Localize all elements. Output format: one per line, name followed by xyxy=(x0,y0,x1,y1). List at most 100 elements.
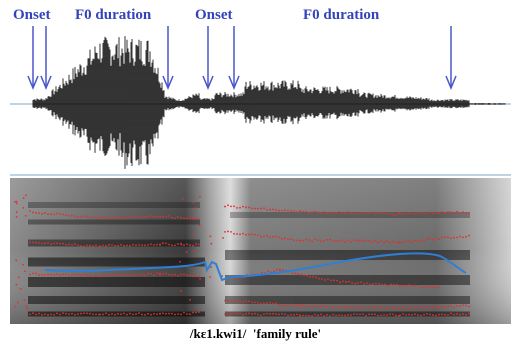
formant-point xyxy=(296,211,298,213)
formant-point xyxy=(386,307,388,310)
formant-point xyxy=(53,213,55,216)
formant-point xyxy=(450,237,452,240)
formant-point xyxy=(462,304,464,307)
formant-point xyxy=(50,243,52,246)
formant-point xyxy=(254,312,256,315)
formant-point xyxy=(408,313,410,316)
formant-point xyxy=(395,307,397,310)
formant-point xyxy=(348,280,350,283)
formant-point xyxy=(138,243,140,246)
formant-point xyxy=(344,305,346,308)
formant-point xyxy=(293,210,295,212)
formant-point xyxy=(447,314,449,316)
down-arrow-icon xyxy=(445,26,457,90)
formant-point xyxy=(230,313,232,316)
formant-point xyxy=(426,213,428,216)
boundary-arrows xyxy=(27,26,457,90)
formant-point xyxy=(147,272,149,275)
formant-point xyxy=(423,212,425,215)
formant-point xyxy=(453,236,455,239)
formant-point xyxy=(281,304,283,307)
formant-point xyxy=(438,306,440,308)
formant-point xyxy=(456,304,458,307)
formant-point xyxy=(199,277,202,280)
formant-point xyxy=(89,312,91,315)
formant-point xyxy=(453,306,455,309)
formant-point xyxy=(65,273,67,276)
formant-point xyxy=(326,305,328,308)
formant-point xyxy=(356,306,358,308)
formant-point xyxy=(420,239,422,242)
formant-point xyxy=(251,233,253,236)
formant-point xyxy=(356,212,358,215)
formant-point xyxy=(399,314,401,317)
formant-point xyxy=(359,305,361,308)
formant-point xyxy=(363,283,365,286)
formant-point xyxy=(132,215,134,218)
formant-point xyxy=(233,300,235,303)
formant-point xyxy=(15,283,18,286)
formant-point xyxy=(15,211,18,214)
caption: /kɛ1.kwi1/ 'family rule' xyxy=(0,326,511,342)
down-arrow-icon xyxy=(27,26,39,90)
formant-point xyxy=(183,273,185,276)
formant-point xyxy=(290,303,292,306)
formant-point xyxy=(195,275,197,278)
formant-point xyxy=(345,281,347,283)
formant-point xyxy=(272,312,274,315)
formant-point xyxy=(59,313,61,316)
formant-point xyxy=(44,274,46,276)
formant-point xyxy=(378,282,380,285)
formant-point xyxy=(359,313,361,316)
formant-point xyxy=(209,235,212,238)
formant-point xyxy=(257,207,259,210)
formant-point xyxy=(102,274,104,277)
formant-point xyxy=(320,304,322,307)
formant-point xyxy=(327,278,329,280)
formant-point xyxy=(335,212,337,215)
formant-point xyxy=(263,313,265,315)
formant-point xyxy=(92,245,94,247)
formant-point xyxy=(239,233,241,236)
formant-point xyxy=(411,212,413,215)
formant-point xyxy=(174,273,176,276)
formant-point xyxy=(195,218,197,221)
formant-point xyxy=(408,212,410,214)
formant-point xyxy=(290,314,292,316)
formant-point xyxy=(174,217,176,220)
formant-point xyxy=(323,315,325,317)
formant-point xyxy=(359,213,361,215)
formant-point xyxy=(35,212,37,214)
formant-point xyxy=(347,306,349,308)
formant-point xyxy=(210,266,212,269)
formant-point xyxy=(162,215,164,218)
formant-point xyxy=(80,274,82,277)
formant-point xyxy=(192,244,194,247)
formant-point xyxy=(108,243,110,246)
formant-point xyxy=(450,304,452,307)
formant-point xyxy=(53,242,55,245)
formant-point xyxy=(323,211,325,213)
formant-point xyxy=(392,306,394,309)
formant-point xyxy=(432,306,434,309)
formant-point xyxy=(245,233,247,236)
formant-point xyxy=(335,306,337,309)
onset-label-2: Onset xyxy=(195,7,233,23)
formant-point xyxy=(432,239,434,241)
formant-point xyxy=(317,314,319,317)
formant-point xyxy=(302,314,304,317)
formant-point xyxy=(165,272,167,275)
formant-point xyxy=(222,237,224,239)
formant-point xyxy=(351,282,353,284)
formant-point xyxy=(402,313,404,315)
formant-point xyxy=(210,242,213,245)
formant-point xyxy=(444,306,446,309)
formant-point xyxy=(399,241,401,243)
formant-point xyxy=(25,194,27,197)
formant-point xyxy=(339,281,341,284)
formant-point xyxy=(89,244,91,247)
formant-point xyxy=(22,206,25,209)
formant-point xyxy=(435,286,437,289)
formant-point xyxy=(368,313,370,316)
formant-point xyxy=(267,270,269,273)
